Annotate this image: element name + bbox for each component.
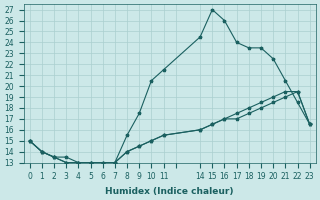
X-axis label: Humidex (Indice chaleur): Humidex (Indice chaleur): [105, 187, 234, 196]
